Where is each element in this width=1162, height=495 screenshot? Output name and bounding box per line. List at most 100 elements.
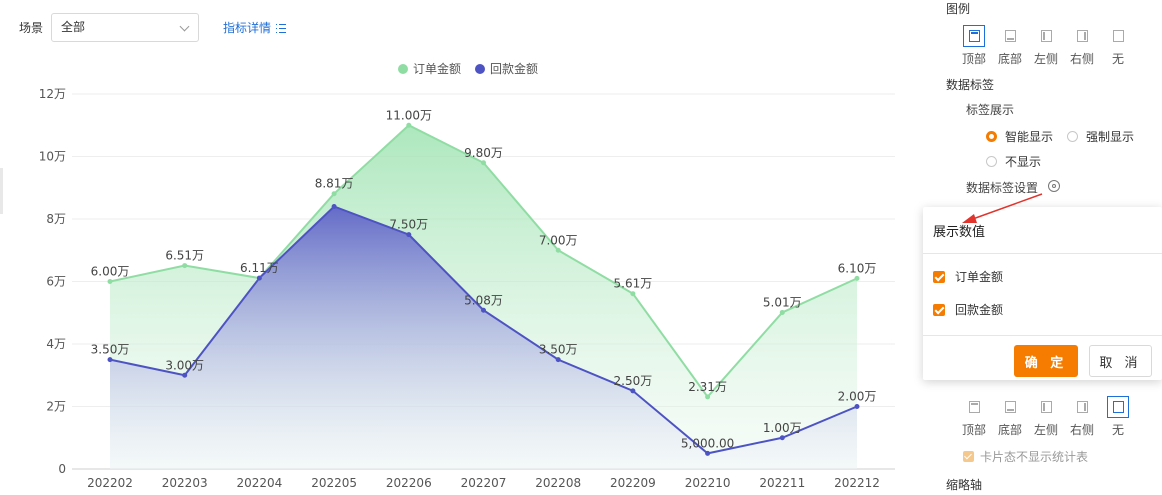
layout-left-icon <box>1040 401 1052 413</box>
x-tick-label: 202205 <box>311 476 357 490</box>
data-label: 2.31万 <box>688 380 727 394</box>
legend-position-group: 顶部 底部 左侧 右侧 无 <box>962 25 1130 67</box>
data-point <box>630 388 636 394</box>
radio-force[interactable]: 强制显示 <box>1067 128 1134 145</box>
data-point <box>630 291 636 297</box>
layout-left-icon <box>1040 30 1052 42</box>
settings-gear-icon[interactable] <box>1048 180 1060 192</box>
data-point <box>481 307 486 313</box>
layout-bottom-icon <box>1004 401 1016 413</box>
radio-hide[interactable]: 不显示 <box>986 153 1041 170</box>
confirm-button[interactable]: 确 定 <box>1014 345 1078 377</box>
lower-pos-top[interactable]: 顶部 <box>962 396 986 438</box>
data-point <box>182 263 188 269</box>
x-tick-label: 202203 <box>162 476 208 490</box>
data-label: 6.00万 <box>91 265 130 279</box>
x-tick-label: 202202 <box>87 476 133 490</box>
data-point <box>779 435 785 441</box>
data-label: 6.51万 <box>165 249 204 263</box>
legend-section-title: 图例 <box>946 2 971 16</box>
layout-none-icon <box>1112 401 1124 413</box>
checkbox-checked-icon <box>963 451 974 462</box>
y-tick-label: 4万 <box>46 337 66 351</box>
label-display-title: 标签展示 <box>966 103 1015 117</box>
layout-none-icon <box>1112 30 1124 42</box>
data-label: 3.00万 <box>165 358 204 372</box>
data-point <box>406 122 412 128</box>
left-edge-handle <box>0 168 3 214</box>
data-label: 9.80万 <box>464 146 503 160</box>
y-tick-label: 10万 <box>39 150 66 164</box>
x-tick-label: 202204 <box>236 476 282 490</box>
legend-pos-left[interactable]: 左侧 <box>1034 25 1058 67</box>
label-settings-title: 数据标签设置 <box>966 181 1039 195</box>
popover-item-payment[interactable]: 回款金额 <box>933 301 1003 318</box>
data-label: 8.81万 <box>315 177 354 191</box>
checkbox-checked-icon <box>933 270 945 283</box>
data-label: 1.00万 <box>763 421 802 435</box>
legend-pos-right[interactable]: 右侧 <box>1070 25 1094 67</box>
scene-select[interactable]: 全部 <box>51 13 199 42</box>
data-point <box>107 357 113 363</box>
y-tick-label: 0 <box>58 462 66 476</box>
radio-smart[interactable]: 智能显示 <box>986 128 1053 145</box>
data-label: 2.50万 <box>614 374 653 388</box>
radio-checked-icon <box>986 131 997 142</box>
layout-right-icon <box>1076 401 1088 413</box>
radio-unchecked-icon <box>1067 131 1078 142</box>
data-label: 11.00万 <box>386 108 432 122</box>
metric-detail-link[interactable]: 指标详情 <box>223 19 287 36</box>
legend-pos-none[interactable]: 无 <box>1106 25 1130 67</box>
data-point <box>406 232 412 238</box>
x-tick-label: 202209 <box>610 476 656 490</box>
legend-pos-bottom[interactable]: 底部 <box>998 25 1022 67</box>
divider <box>923 253 1162 254</box>
layout-bottom-icon <box>1004 30 1016 42</box>
lower-pos-right[interactable]: 右侧 <box>1070 396 1094 438</box>
data-point <box>705 394 711 400</box>
data-point <box>854 275 860 281</box>
data-label: 6.10万 <box>838 261 877 275</box>
data-point <box>107 279 113 284</box>
scene-label: 场景 <box>19 21 44 35</box>
list-icon <box>276 24 287 33</box>
x-tick-label: 202206 <box>386 476 432 490</box>
legend-pos-top[interactable]: 顶部 <box>962 25 986 67</box>
y-tick-label: 12万 <box>39 87 66 101</box>
data-label: 5.61万 <box>614 277 653 291</box>
x-tick-label: 202208 <box>535 476 581 490</box>
data-label-section-title: 数据标签 <box>946 78 995 92</box>
data-point <box>555 247 561 253</box>
x-tick-label: 202212 <box>834 476 880 490</box>
data-label: 5.08万 <box>464 293 503 307</box>
card-stats-checkbox[interactable]: 卡片态不显示统计表 <box>963 448 1088 465</box>
data-label: 7.50万 <box>389 218 428 232</box>
area-chart: 6.00万 6.51万 6.11万 8.81万 11.00万 9.80万 7.00万 5.61… <box>39 61 895 490</box>
y-tick-label: 8万 <box>46 212 66 226</box>
x-tick-label: 202207 <box>461 476 507 490</box>
divider <box>923 335 1162 336</box>
legend-marker <box>475 64 485 74</box>
data-label: 3.50万 <box>539 343 578 357</box>
lower-pos-bottom[interactable]: 底部 <box>998 396 1022 438</box>
data-label: 5.01万 <box>763 295 802 309</box>
popover-title: 展示数值 <box>933 225 986 240</box>
popover-item-order[interactable]: 订单金额 <box>933 268 1003 285</box>
data-label: 3.50万 <box>91 343 130 357</box>
data-point <box>481 160 486 166</box>
data-label: 2.00万 <box>838 390 877 404</box>
y-tick-label: 2万 <box>46 400 66 414</box>
cancel-button[interactable]: 取 消 <box>1089 345 1152 377</box>
legend-label: 订单金额 <box>413 61 461 76</box>
x-tick-label: 202211 <box>759 476 805 490</box>
show-values-popover: 展示数值 订单金额 回款金额 确 定 取 消 <box>923 207 1162 380</box>
legend-marker <box>398 64 408 74</box>
checkbox-checked-icon <box>933 303 945 316</box>
data-label: 5,000.00 <box>681 436 734 450</box>
layout-top-icon <box>968 401 980 413</box>
data-point <box>331 204 337 209</box>
y-tick-label: 6万 <box>46 275 66 289</box>
x-tick-label: 202210 <box>685 476 731 490</box>
lower-pos-none[interactable]: 无 <box>1106 396 1130 438</box>
lower-pos-left[interactable]: 左侧 <box>1034 396 1058 438</box>
